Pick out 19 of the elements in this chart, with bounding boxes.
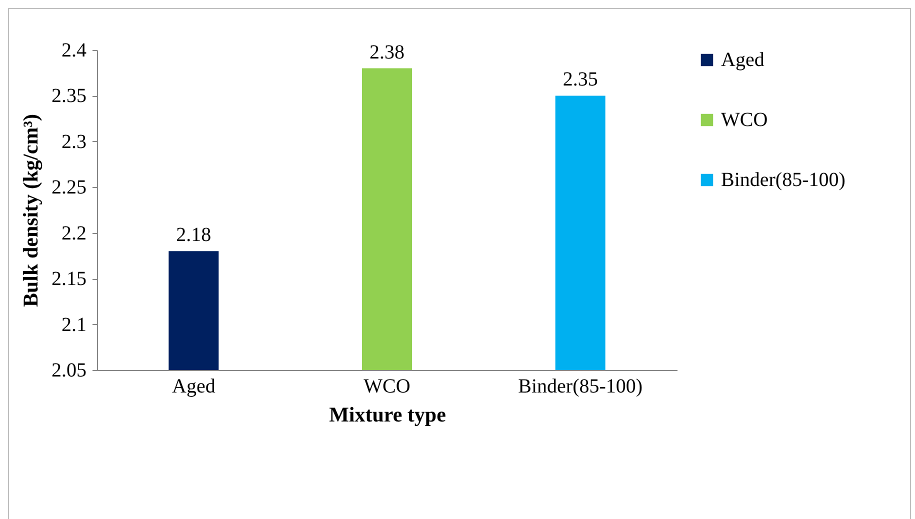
y-tick-label: 2.1	[62, 314, 86, 336]
y-tick-label: 2.15	[52, 268, 86, 290]
y-tick-label: 2.2	[62, 222, 86, 244]
data-label: 2.35	[562, 68, 598, 91]
y-axis-title: Bulk density (kg/cm³)	[18, 114, 42, 307]
x-axis-title: Mixture type	[329, 402, 446, 426]
y-tick-label: 2.35	[52, 85, 86, 108]
data-label: 2.18	[176, 224, 212, 246]
y-tick-label: 2.4	[62, 40, 86, 62]
y-tick-label: 2.3	[62, 130, 86, 153]
x-tick-label: WCO	[364, 376, 410, 398]
legend-label: Aged	[721, 49, 764, 71]
x-tick-label: Aged	[172, 376, 216, 398]
x-tick-label: Binder(85-100)	[518, 376, 643, 398]
y-tick-label: 2.25	[52, 176, 86, 199]
legend-label: WCO	[721, 109, 768, 131]
legend-label: Binder(85-100)	[721, 169, 846, 191]
data-label: 2.38	[370, 41, 404, 64]
y-tick-label: 2.05	[52, 360, 86, 382]
